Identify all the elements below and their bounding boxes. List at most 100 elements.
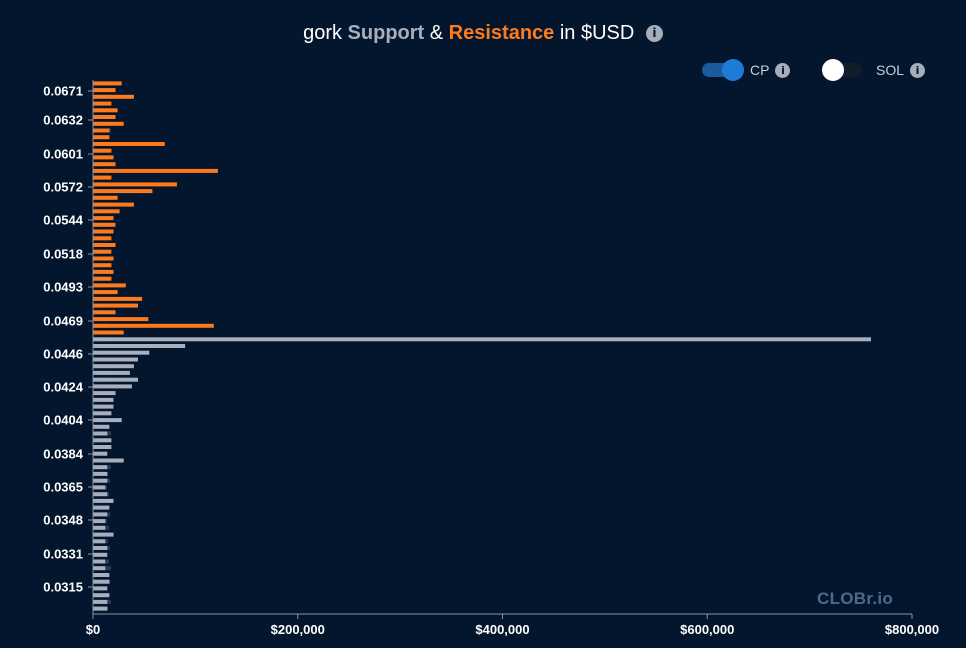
sol-info-icon[interactable]: i [910, 62, 926, 78]
support-bar [93, 445, 112, 449]
support-bar [93, 512, 108, 517]
support-bar [93, 397, 114, 402]
y-tick-label: 0.0572 [43, 180, 83, 195]
y-tick-label: 0.0315 [43, 580, 83, 595]
resistance-bar [93, 128, 110, 133]
cp-toggle-label: CP [750, 62, 770, 78]
resistance-bar [93, 276, 112, 281]
support-bar [93, 357, 138, 362]
resistance-bar [93, 202, 134, 207]
y-tick-label: 0.0469 [43, 314, 83, 329]
support-bar [93, 418, 122, 423]
y-tick-label: 0.0404 [43, 413, 84, 428]
y-tick-label: 0.0331 [43, 547, 83, 562]
title-token: gork [303, 22, 342, 44]
support-bar [93, 404, 114, 409]
x-tick-label: $800,000 [885, 622, 939, 637]
cp-toggle[interactable]: CP i [702, 58, 791, 82]
resistance-bar [93, 175, 112, 180]
sol-toggle-label: SOL [876, 62, 905, 78]
resistance-bar [93, 94, 134, 99]
title-support: Support [347, 22, 425, 44]
support-bar [93, 492, 108, 497]
resistance-bar [93, 243, 116, 247]
cp-info-icon[interactable]: i [775, 62, 791, 78]
y-tick-label: 0.0544 [43, 213, 84, 228]
resistance-bar [93, 189, 153, 194]
resistance-bar [93, 115, 116, 119]
resistance-bar [93, 310, 116, 315]
resistance-bar [93, 182, 177, 187]
resistance-bar [93, 209, 120, 214]
support-bar [93, 593, 110, 598]
resistance-bar [93, 168, 218, 173]
support-bar [93, 384, 132, 389]
y-tick-label: 0.0446 [43, 347, 83, 362]
x-tick-label: $0 [86, 622, 100, 637]
resistance-bar [93, 101, 112, 106]
x-tick-label: $600,000 [680, 622, 734, 637]
support-bar [93, 546, 108, 550]
support-bar [93, 478, 108, 483]
clobr-watermark: CLOBr.io [817, 589, 894, 608]
resistance-bar [93, 236, 112, 241]
title-resistance: Resistance [448, 22, 555, 44]
resistance-bar [93, 162, 116, 167]
resistance-bar [93, 88, 116, 93]
support-bar [93, 559, 106, 564]
y-tick-label: 0.0493 [43, 280, 83, 295]
y-tick-label: 0.0424 [43, 380, 84, 395]
resistance-bar [93, 155, 114, 160]
resistance-bar [93, 249, 112, 254]
resistance-bar [93, 108, 118, 113]
resistance-bar [93, 317, 149, 322]
support-bar [93, 579, 110, 584]
resistance-bar [93, 121, 124, 126]
sol-toggle-knob[interactable] [822, 59, 844, 81]
sol-toggle[interactable]: SOL i [822, 58, 926, 82]
support-bar [93, 606, 108, 611]
y-tick-label: 0.0671 [43, 84, 83, 99]
support-bar [93, 458, 124, 463]
resistance-bar [93, 263, 112, 268]
support-bar [93, 471, 108, 476]
resistance-bar [93, 290, 118, 295]
support-bar [93, 337, 871, 342]
support-bar [93, 370, 130, 375]
y-tick-label: 0.0518 [43, 247, 83, 262]
x-tick-label: $200,000 [271, 622, 325, 637]
support-bar [93, 586, 108, 591]
support-bar [93, 505, 110, 510]
bars-group [93, 81, 871, 611]
support-bar [93, 485, 106, 490]
support-bar [93, 519, 106, 524]
title-info-icon[interactable]: i [645, 25, 663, 42]
support-bar [93, 344, 186, 348]
y-tick-label: 0.0384 [43, 447, 84, 462]
support-bar [93, 411, 112, 416]
title-amp: & [429, 22, 444, 44]
support-bar [93, 391, 116, 396]
resistance-bar [93, 195, 118, 200]
support-bar [93, 438, 112, 443]
resistance-bar [93, 81, 122, 86]
y-tick-label: 0.0348 [43, 513, 83, 528]
support-bar [93, 525, 106, 530]
resistance-bar [93, 135, 110, 140]
x-tick-label: $400,000 [475, 622, 529, 637]
cp-toggle-track[interactable] [702, 59, 744, 81]
support-bar [93, 573, 110, 577]
cp-toggle-knob[interactable] [722, 59, 744, 81]
support-bar [93, 350, 150, 355]
resistance-bar [93, 303, 138, 308]
axes-group: 0.0671 0.0632 0.0601 0.0572 0.0544 0.0518 0.04… [43, 80, 939, 637]
resistance-bar [93, 283, 126, 288]
support-bar [93, 498, 114, 503]
resistance-bar [93, 216, 114, 221]
sol-toggle-track[interactable] [822, 59, 862, 81]
y-tick-label: 0.0365 [43, 480, 83, 495]
support-bar [93, 539, 106, 544]
resistance-bar [93, 148, 112, 153]
support-bar [93, 364, 134, 369]
